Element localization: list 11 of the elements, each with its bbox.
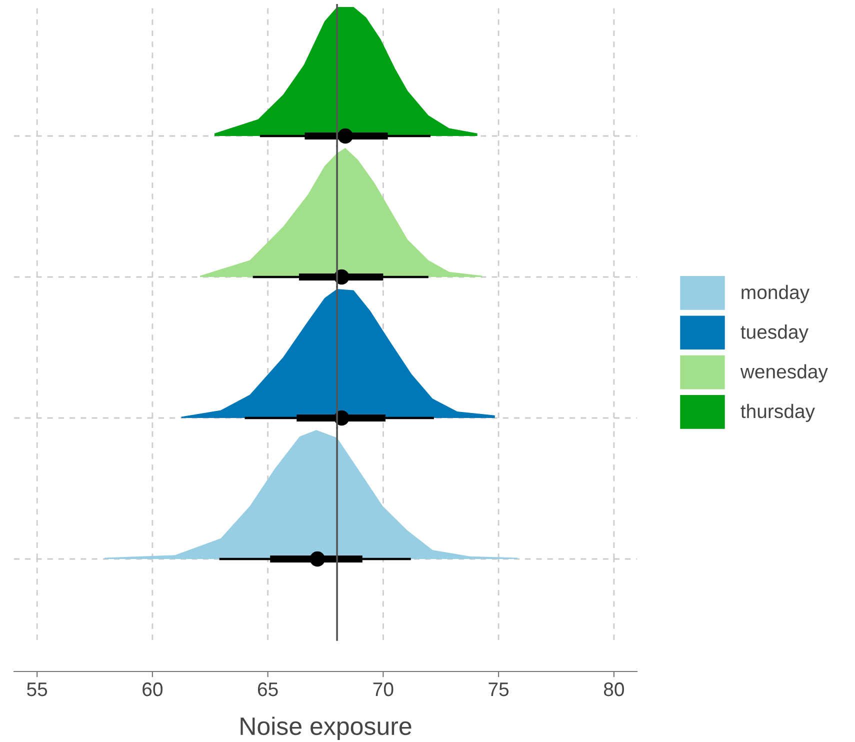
x-tick-label: 80 (604, 682, 624, 696)
legend-label: wenesday (740, 364, 828, 382)
legend-label: thursday (740, 404, 815, 422)
x-axis-title: Noise exposure (240, 716, 412, 740)
x-tick-label: 70 (373, 682, 394, 696)
legend-label: monday (742, 284, 810, 304)
x-tick-label: 55 (27, 682, 48, 696)
legend-label: tuesday (740, 324, 808, 343)
x-tick-label: 65 (258, 682, 278, 696)
x-tick-label: 75 (488, 682, 509, 696)
x-tick-label: 60 (142, 682, 162, 696)
